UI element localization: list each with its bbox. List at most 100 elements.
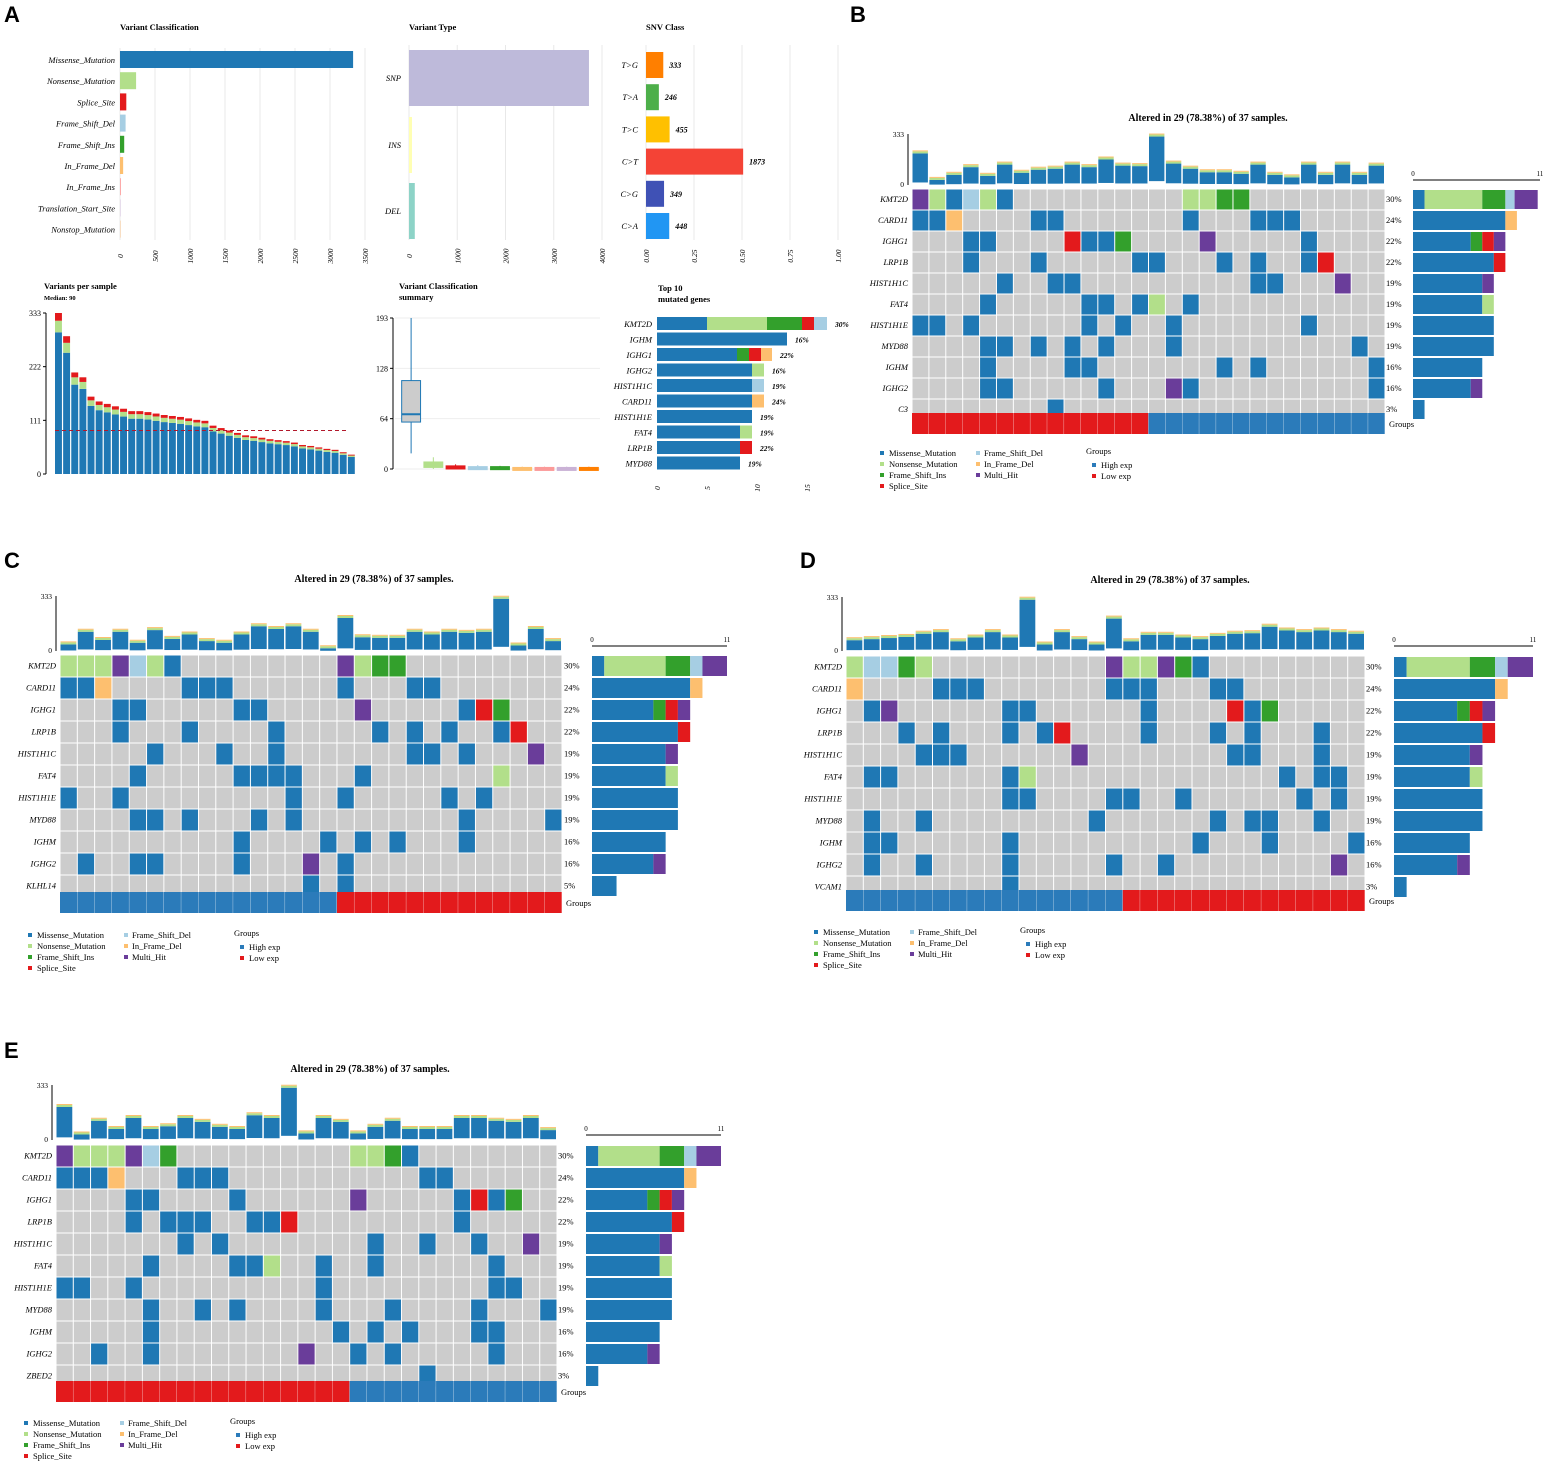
mutation-cell [912,336,929,357]
category-label: Splice_Site [77,97,115,107]
tick-label: 0 [48,646,52,655]
mutation-cell [436,1321,453,1343]
mutation-cell [1064,231,1081,252]
tmb-bar [147,630,163,650]
mutation-cell [56,1167,73,1189]
mutation-cell [915,832,932,854]
mutation-cell [1175,722,1192,744]
legend-swatch [240,956,244,960]
mutation-cell [129,853,147,875]
mutation-cell [337,787,354,809]
mutation-cell [929,210,946,231]
tmb-bar-segment [1330,630,1347,633]
mutation-cell [1019,810,1036,832]
mutation-cell [406,831,424,853]
tmb-bar [493,598,510,647]
mutation-cell [108,1321,125,1343]
tmb-bar-segment [147,628,163,631]
mutation-cell [453,1189,471,1211]
mutation-cell [1250,357,1267,378]
tmb-bar-segment [863,636,880,638]
mutation-cell [458,721,475,743]
mutation-cell [1175,656,1192,678]
gene-label: ZBED2 [27,1371,53,1381]
mutation-cell [233,831,250,853]
mutation-cell [315,1189,332,1211]
mutation-cell [1317,231,1334,252]
tmb-bar [898,636,915,650]
mutation-cell [1348,678,1365,700]
mutation-cell [112,765,129,787]
mutation-cell [933,678,950,700]
tmb-bar-segment [337,616,354,618]
mutation-cell [302,721,320,743]
variant-classification-chart: Variant ClassificationMissense_MutationN… [38,22,370,265]
mutation-cell [1182,231,1199,252]
mutation-cell [1267,294,1284,315]
group-cell [73,1381,91,1402]
mutation-cell [198,875,216,897]
tmb-bar-segment [367,1123,384,1125]
mutation-cell [1313,722,1330,744]
mutation-cell [1233,336,1250,357]
mutation-cell [250,787,268,809]
mutation-cell [147,743,164,765]
mutation-cell [1216,357,1233,378]
mutation-cell [125,1189,142,1211]
mutation-cell [933,744,950,766]
tmb-bar-segment [216,640,233,643]
tmb-bar [1244,633,1261,650]
mutation-cell [1132,357,1148,378]
mutation-cell [125,1277,142,1299]
mutation-cell [350,1321,367,1343]
tmb-bar-segment [1149,134,1165,137]
gene-bar-segment [665,656,691,676]
mutation-cell [1106,722,1123,744]
gene-bar-segment [1482,295,1494,314]
mutation-cell [1279,700,1296,722]
mutation-cell [246,1299,263,1321]
mutation-cell [984,854,1002,876]
bar-segment [111,406,119,410]
mutation-cell [863,656,881,678]
mutation-cell [60,809,77,831]
mutation-cell [367,1299,384,1321]
mutation-cell [1216,294,1233,315]
gene-label: IGHM [819,838,843,848]
mutation-cell [164,743,181,765]
mutation-cell [1047,189,1064,210]
mutation-cell [967,766,984,788]
mutation-cell [384,1321,402,1343]
mutation-cell [471,1299,488,1321]
legend-swatch [910,930,914,934]
mutation-cell [1047,315,1064,336]
tmb-bar-segment [505,1118,522,1120]
legend-swatch [814,963,818,967]
mutation-cell [337,677,354,699]
mutation-cell [540,1189,557,1211]
mutation-cell [980,336,996,357]
mutation-cell [1047,294,1064,315]
bar-segment [225,430,233,433]
mutation-cell [946,231,963,252]
gene-label: IGHG1 [816,706,843,716]
mutation-cell [1368,231,1385,252]
tick-label: 11 [1537,170,1544,178]
tmb-bar-segment [963,165,979,168]
percent-label: 22% [1386,236,1402,246]
mutation-cell [510,809,527,831]
mutation-cell [1149,294,1165,315]
mutation-cell [912,315,929,336]
mutation-cell [1334,357,1351,378]
category-label: Nonstop_Mutation [50,225,115,235]
mutation-cell [453,1299,471,1321]
legend-label: Frame_Shift_Ins [33,1440,90,1450]
bar-segment [185,421,193,426]
mutation-cell [493,699,510,721]
mutation-cell [1149,189,1165,210]
panel-label: C [4,548,20,573]
mutation-cell [1296,744,1313,766]
chart-title: SNV Class [646,22,685,32]
mutation-cell [980,210,996,231]
mutation-cell [384,1299,402,1321]
